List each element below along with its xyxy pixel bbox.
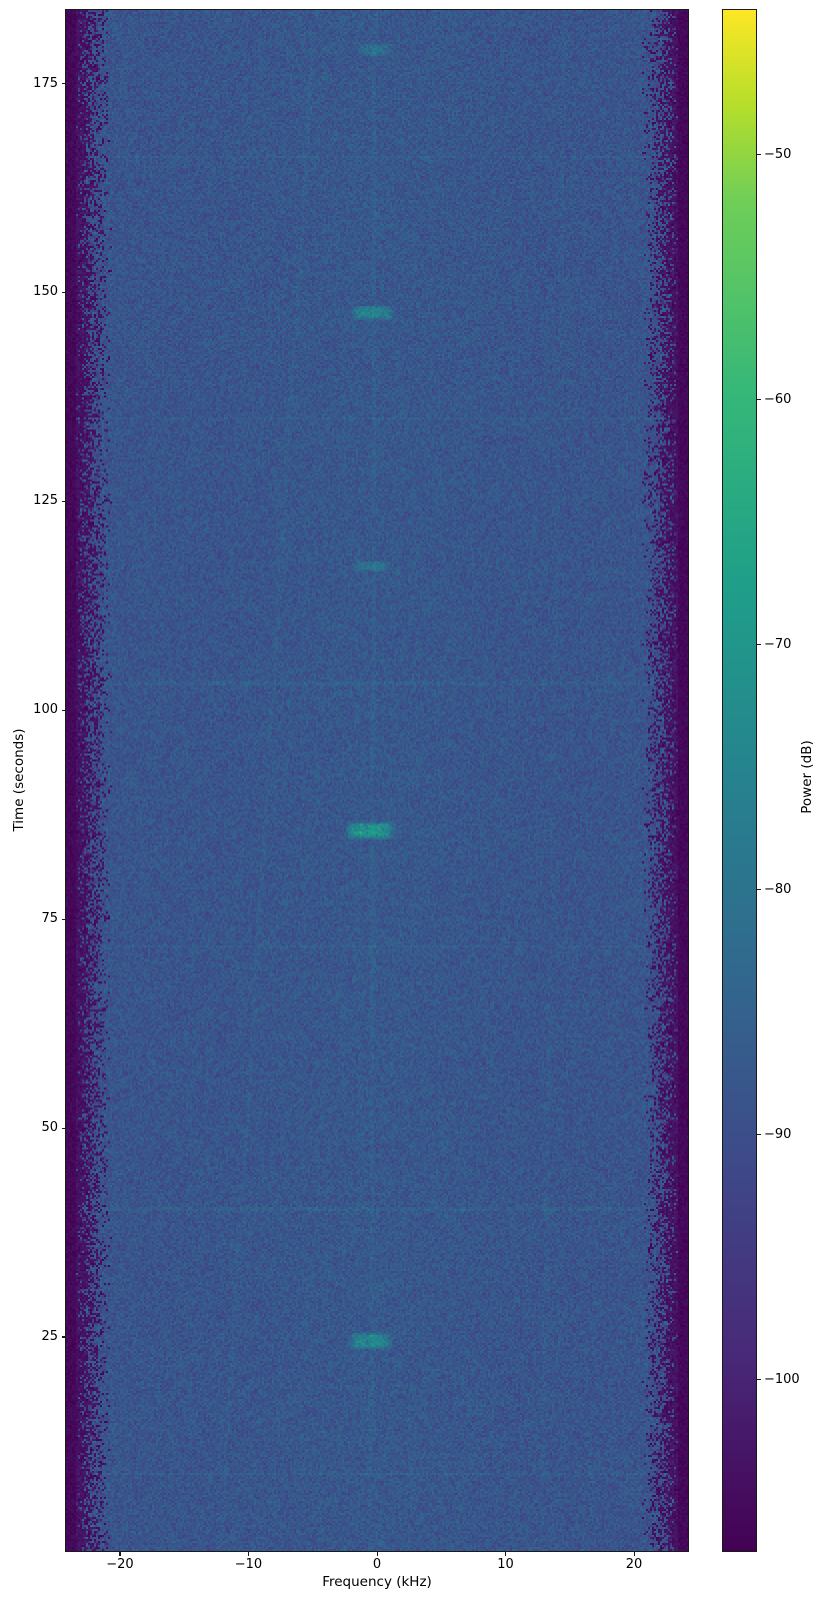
colorbar-tick-label: −70 [764,638,791,652]
y-tick-label: 125 [33,494,58,508]
x-tick-mark [634,1551,635,1556]
x-tick-mark [377,1551,378,1556]
spectrogram-figure: −20 −10 0 10 20 25 50 75 100 125 150 175 −50 −60 −70… [0,0,832,1603]
colorbar-tick-mark [756,154,761,155]
x-tick-label: −20 [106,1558,133,1572]
x-tick-label: −10 [235,1558,262,1572]
colorbar-tick-label: −90 [764,1128,791,1142]
y-tick-mark [62,292,67,293]
colorbar-tick-label: −100 [764,1373,800,1387]
x-axis-label: Frequency (kHz) [66,1574,688,1590]
y-tick-label: 75 [41,912,58,926]
y-tick-mark [62,1336,67,1337]
colorbar-tick-mark [756,644,761,645]
colorbar-tick-label: −60 [764,393,791,407]
colorbar-tick-mark [756,1134,761,1135]
x-tick-mark [248,1551,249,1556]
y-tick-label: 150 [33,285,58,299]
x-tick-mark [505,1551,506,1556]
x-tick-mark [119,1551,120,1556]
y-tick-label: 100 [33,703,58,717]
colorbar-label: Power (dB) [799,740,815,813]
y-tick-mark [62,1128,67,1129]
colorbar-gradient [723,10,756,1551]
y-tick-mark [62,83,67,84]
colorbar-tick-mark [756,1379,761,1380]
colorbar-tick-mark [756,399,761,400]
y-tick-label: 50 [41,1121,58,1135]
colorbar-tick-label: −50 [764,148,791,162]
y-tick-mark [62,710,67,711]
x-tick-label: 20 [626,1558,643,1572]
y-tick-label: 175 [33,77,58,91]
x-tick-label: 0 [373,1558,381,1572]
x-tick-label: 10 [497,1558,514,1572]
spectrogram-heatmap [66,10,688,1551]
colorbar-tick-mark [756,889,761,890]
y-tick-mark [62,919,67,920]
y-axis-label: Time (seconds) [11,728,27,831]
y-tick-mark [62,501,67,502]
colorbar-tick-label: −80 [764,883,791,897]
y-tick-label: 25 [41,1330,58,1344]
